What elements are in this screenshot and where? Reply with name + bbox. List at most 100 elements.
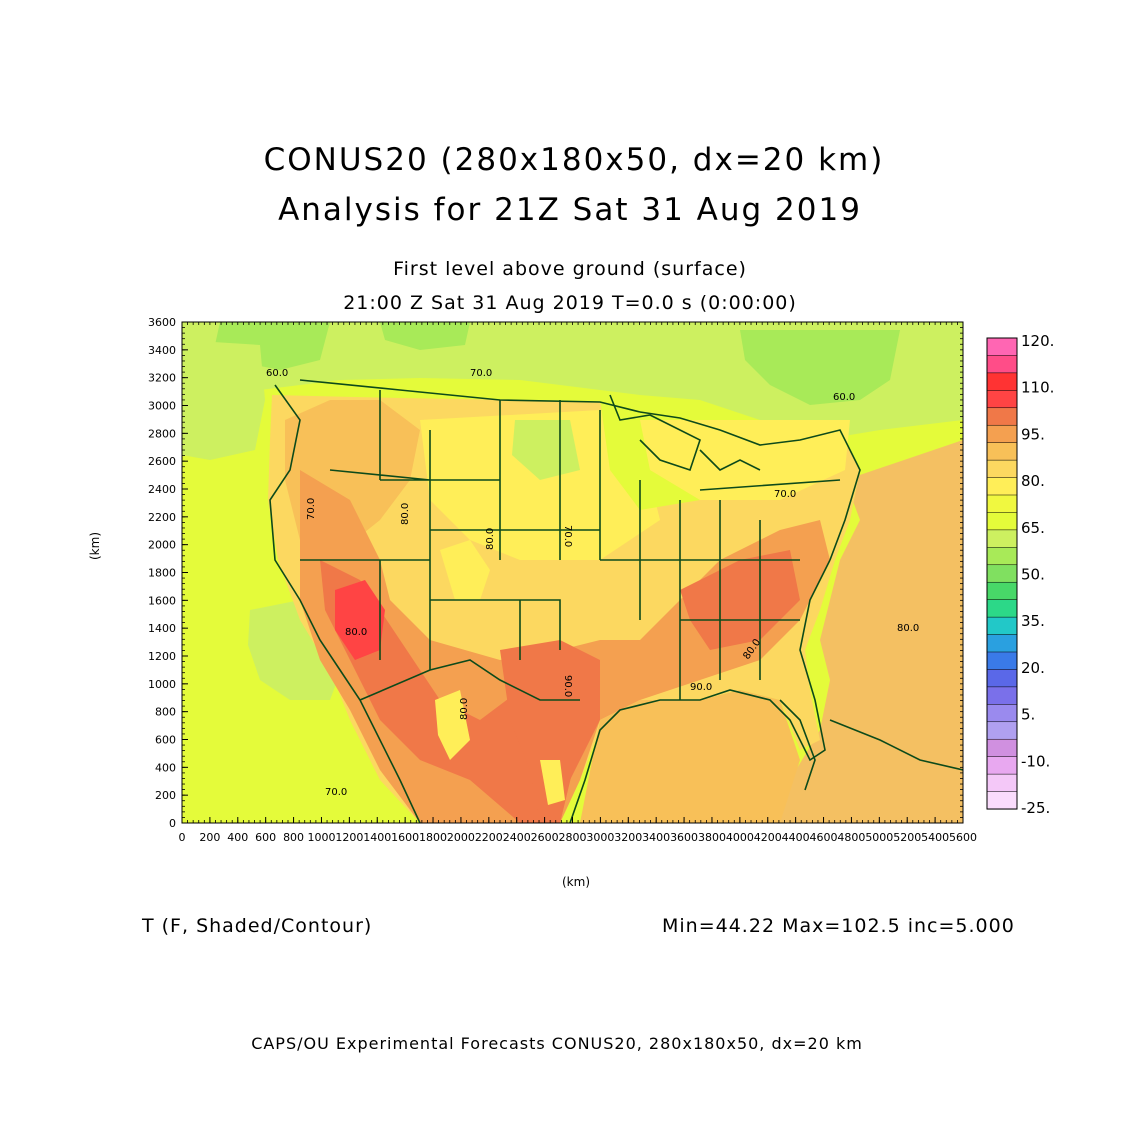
x-tick-label: 4200 — [754, 831, 782, 844]
colorbar-swatch — [986, 616, 1018, 636]
west-coastline — [269, 384, 421, 823]
colorbar-swatch — [986, 355, 1018, 374]
colorbar-label: 80. — [1021, 472, 1045, 490]
wyoming-cool-pocket — [425, 455, 460, 500]
colorbar-swatch — [986, 669, 1018, 688]
min-max-label: Min=44.22 Max=102.5 inc=5.000 — [662, 915, 1015, 937]
colorbar-swatch — [986, 337, 1018, 356]
x-tick-label: 3200 — [614, 831, 642, 844]
contour-label: 60.0 — [833, 392, 855, 403]
contour-label: 70.0 — [562, 525, 573, 547]
desert-hottest-region — [335, 580, 385, 660]
y-tick-label: 200 — [155, 789, 176, 802]
contour-label: 80.0 — [485, 528, 496, 550]
time-subtitle: 21:00 Z Sat 31 Aug 2019 T=0.0 s (0:00:00… — [343, 292, 797, 314]
x-axis-label: (km) — [562, 875, 591, 889]
x-axis: 0 200 400 600 800 1000 1200 1400 1600 1800 2000 220… — [179, 322, 977, 844]
x-tick-label: 1800 — [419, 831, 447, 844]
cool-pocket-bc — [380, 322, 470, 350]
colorbar-swatch — [986, 390, 1018, 409]
x-tick-label: 4000 — [726, 831, 754, 844]
contour-label: 80.0 — [400, 503, 411, 525]
colorbar-swatch — [986, 581, 1018, 601]
colorbar-swatch — [986, 547, 1018, 566]
colorbar-label: 20. — [1021, 659, 1045, 677]
x-tick-label: 2000 — [447, 831, 475, 844]
colorbar-swatch — [986, 721, 1018, 740]
colorbar-swatch — [986, 773, 1018, 793]
political-borders — [269, 379, 963, 823]
y-tick-label: 2000 — [148, 539, 176, 552]
pacific-northwest-ocean — [182, 340, 265, 460]
x-tick-label: 5400 — [921, 831, 949, 844]
mexico-cool-pocket — [540, 760, 565, 805]
y-tick-label: 800 — [155, 706, 176, 719]
x-tick-label: 0 — [179, 831, 186, 844]
x-tick-label: 3000 — [586, 831, 614, 844]
x-tick-label: 600 — [255, 831, 276, 844]
x-tick-label: 1400 — [363, 831, 391, 844]
colorado-cool-pocket — [440, 540, 490, 600]
colorbar-swatch — [986, 477, 1018, 496]
y-tick-label: 2400 — [148, 483, 176, 496]
x-tick-label: 3400 — [642, 831, 670, 844]
colorbar-label: 50. — [1021, 566, 1045, 584]
contour-label: 80.0 — [459, 698, 470, 720]
x-tick-label: 1200 — [335, 831, 363, 844]
colorbar-swatch — [986, 651, 1018, 670]
florida-outline — [779, 699, 816, 791]
great-lakes-outline — [609, 394, 761, 472]
y-tick-label: 1400 — [148, 622, 176, 635]
southeast-hot-region — [680, 550, 800, 650]
x-tick-label: 2200 — [475, 831, 503, 844]
colorbar-swatch — [986, 634, 1018, 653]
y-tick-label: 2800 — [148, 427, 176, 440]
colorbar-frame — [986, 337, 1018, 810]
colorbar-label: 65. — [1021, 519, 1045, 537]
colorbar-label: -25. — [1021, 799, 1050, 817]
x-tick-label: 3800 — [698, 831, 726, 844]
colorbar: 120. 110. 95. 80. 65. 50. 35. 20. 5. -10. -25. — [986, 332, 1054, 817]
colorbar-label: 35. — [1021, 612, 1045, 630]
y-tick-label: 1600 — [148, 594, 176, 607]
map-field — [182, 322, 963, 823]
colorbar-swatch — [986, 756, 1018, 775]
colorbar-swatch — [986, 512, 1018, 531]
canada-border-east — [639, 411, 861, 561]
texas-hot-region — [500, 640, 600, 823]
variable-label: T (F, Shaded/Contour) — [142, 915, 373, 937]
x-tick-label: 5000 — [865, 831, 893, 844]
x-tick-label: 3600 — [670, 831, 698, 844]
colorbar-label: 120. — [1021, 332, 1054, 350]
x-tick-label: 5600 — [949, 831, 977, 844]
y-tick-label: 3400 — [148, 344, 176, 357]
x-tick-label: 2400 — [503, 831, 531, 844]
y-tick-label: 400 — [155, 761, 176, 774]
x-tick-label: 1600 — [391, 831, 419, 844]
colorbar-swatch — [986, 564, 1018, 583]
x-tick-label: 5200 — [893, 831, 921, 844]
colorbar-swatch — [986, 791, 1018, 810]
contour-label: 70.0 — [774, 489, 796, 500]
contour-label: 80.0 — [897, 623, 919, 634]
cool-pocket-quebec — [740, 330, 900, 405]
y-tick-label: 1000 — [148, 678, 176, 691]
y-tick-label: 3600 — [148, 316, 176, 329]
east-gulf-coastline — [569, 559, 831, 823]
contour-label: 90.0 — [690, 682, 712, 693]
y-tick-label: 600 — [155, 734, 176, 747]
y-tick-label: 2600 — [148, 455, 176, 468]
colorbar-swatch — [986, 372, 1018, 391]
y-tick-label: 3000 — [148, 400, 176, 413]
contour-label: 70.0 — [470, 368, 492, 379]
x-tick-label: 4400 — [782, 831, 810, 844]
x-tick-label: 1000 — [307, 831, 335, 844]
colorbar-swatch — [986, 459, 1018, 479]
colorbar-swatch — [986, 686, 1018, 705]
gulf-of-mexico — [580, 690, 800, 823]
dakota-cool-pocket — [512, 420, 580, 480]
x-tick-label: 200 — [199, 831, 220, 844]
contour-label: 80.0 — [345, 627, 367, 638]
y-axis: 0 200 400 600 800 1000 1200 1400 1600 1800 2000 220… — [148, 316, 963, 830]
contour-label: 60.0 — [266, 368, 288, 379]
